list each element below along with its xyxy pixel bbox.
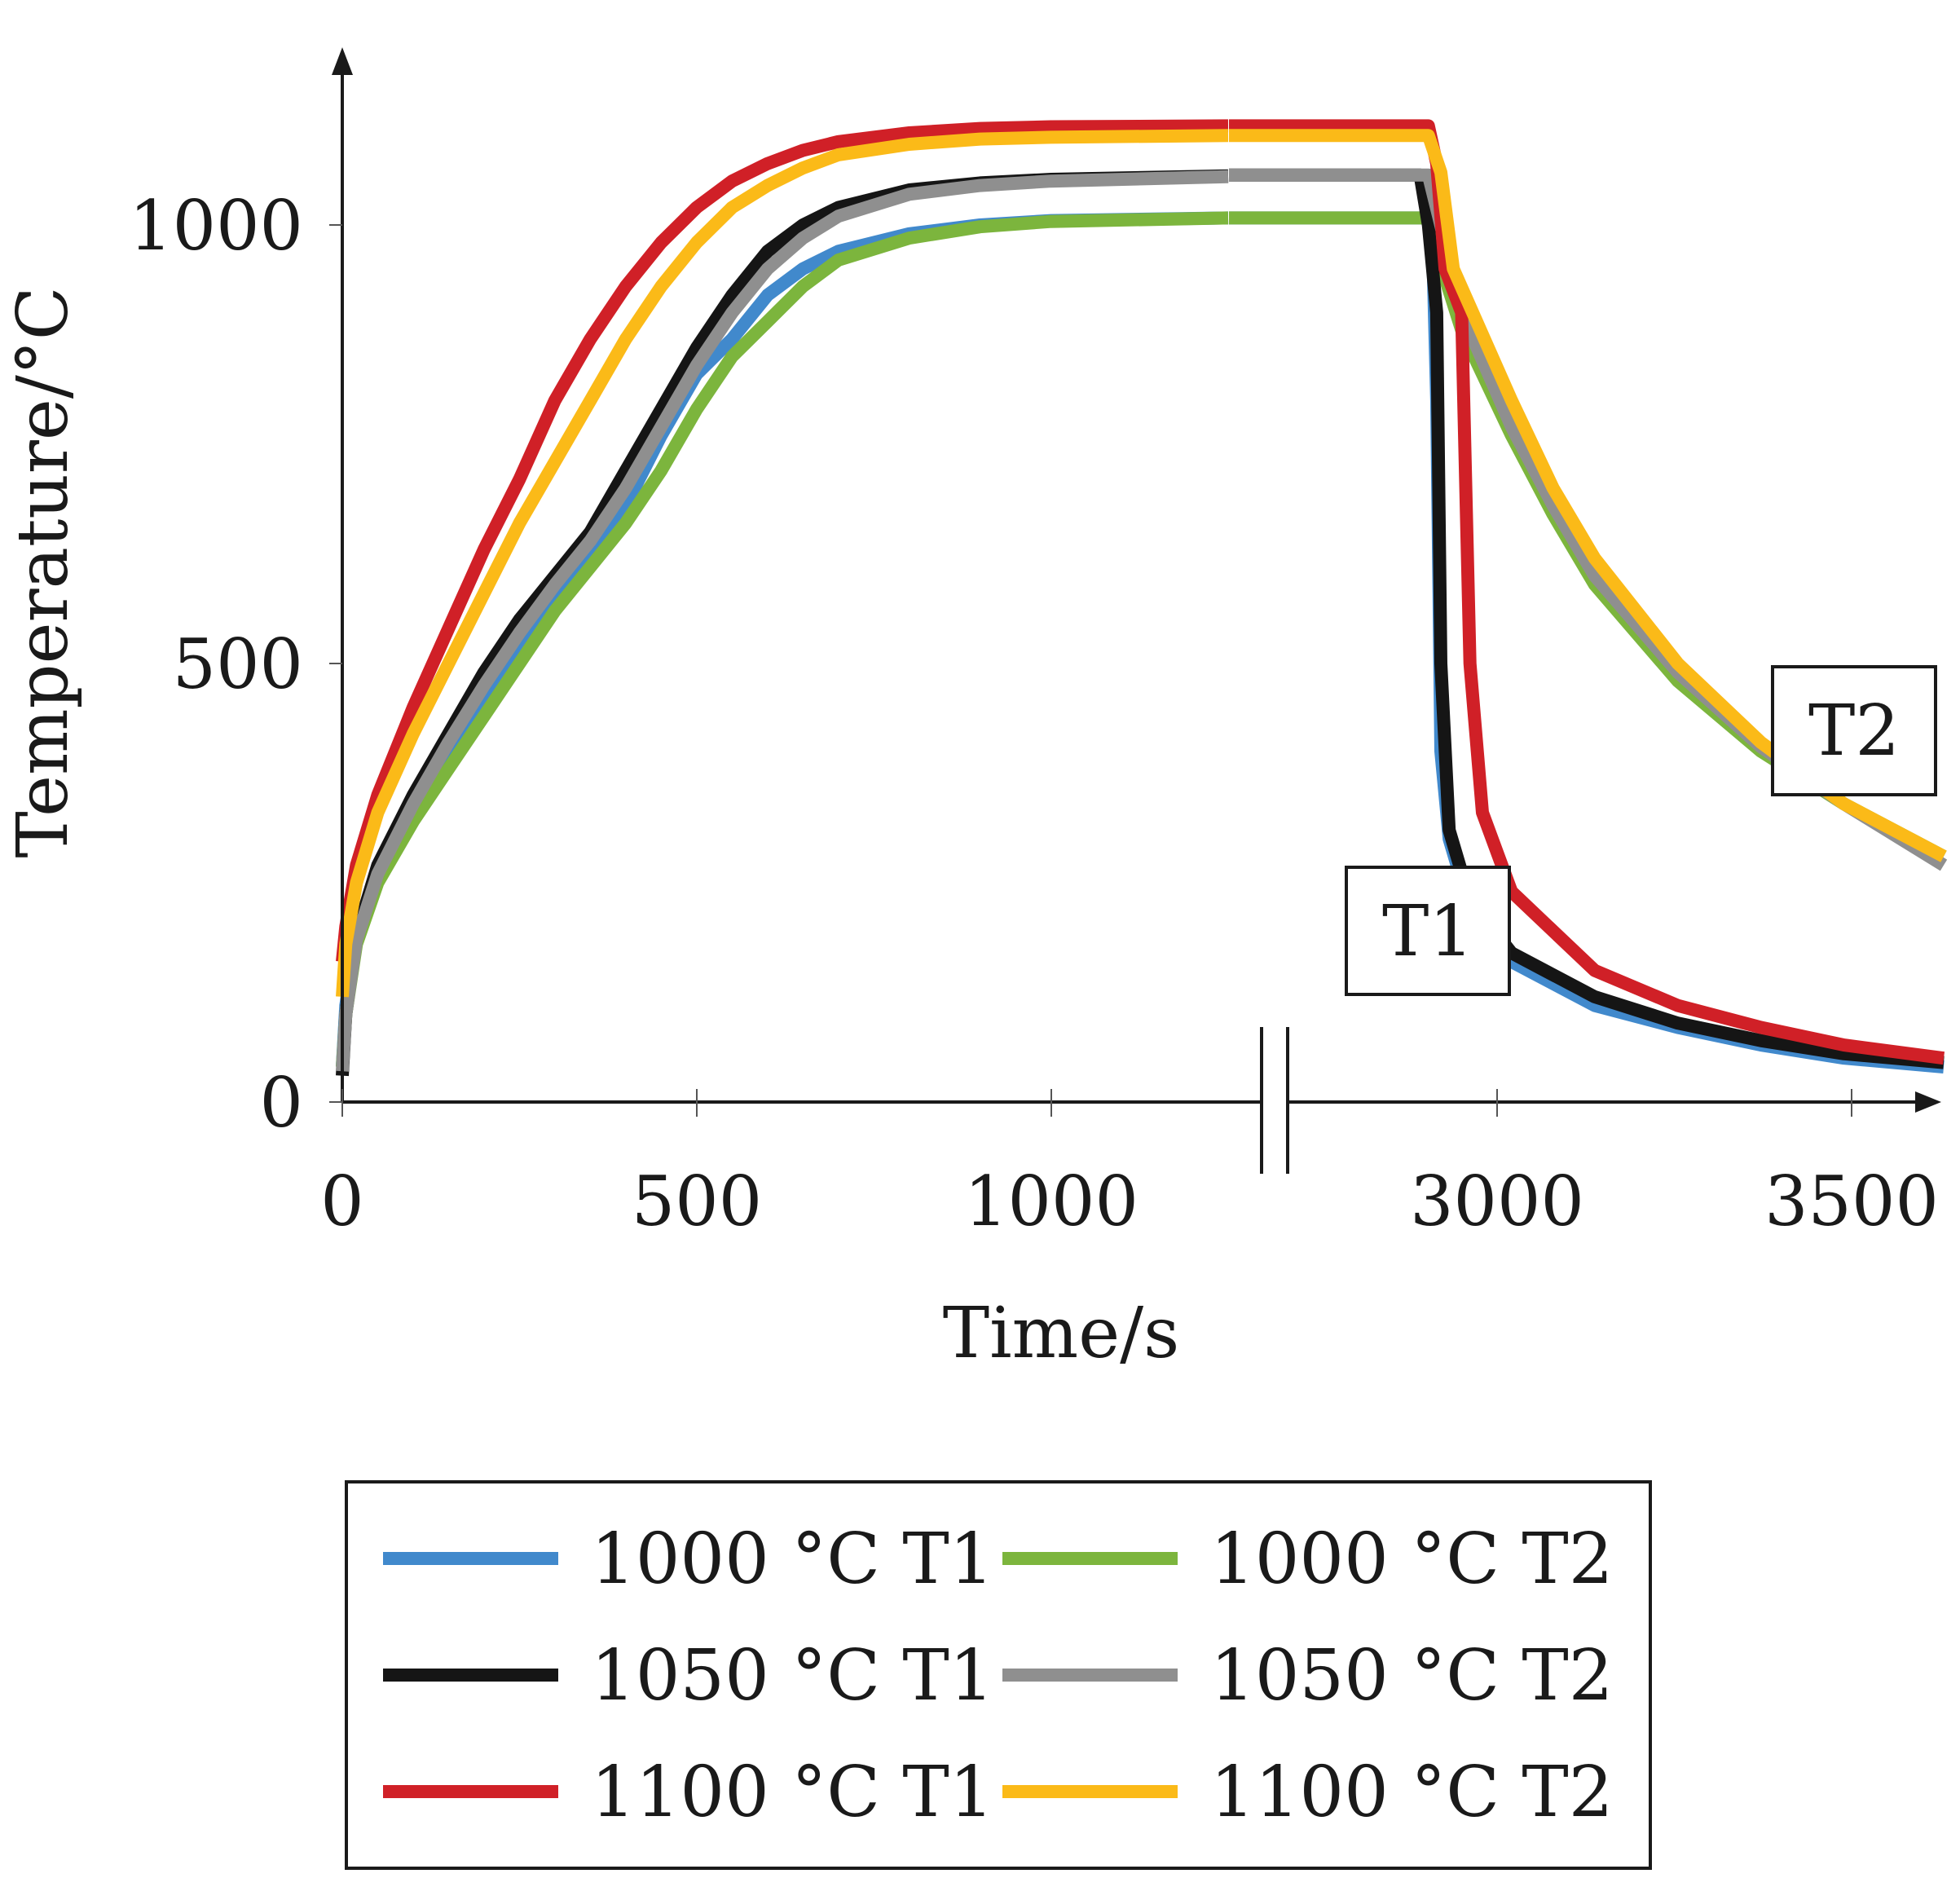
legend-label-2: 1050 °C T1	[591, 1635, 993, 1717]
series-line-3-segment-1	[336, 170, 1229, 1072]
annotation-t2: T2	[1808, 690, 1900, 772]
y-tick-label-0: 0	[260, 1063, 303, 1143]
legend-label-0: 1000 °C T1	[591, 1519, 993, 1600]
series-line-2-segment-2	[1229, 168, 1945, 1069]
y-axis-title: Temperature/°C	[2, 286, 84, 857]
legend-label-4: 1100 °C T1	[591, 1752, 993, 1833]
legend-box	[345, 1480, 1652, 1870]
x-axis-arrow	[1915, 1091, 1941, 1113]
y-axis-arrow	[332, 47, 353, 75]
legend-label-5: 1100 °C T2	[1210, 1752, 1613, 1833]
x-tick-label-1000: 1000	[964, 1162, 1139, 1241]
legend-label-3: 1050 °C T2	[1210, 1635, 1613, 1717]
series-line-5-segment-1	[336, 129, 1229, 998]
series-line-4-segment-1	[336, 119, 1229, 963]
annotation-t1-box	[1345, 866, 1511, 996]
axis-break-gap	[1262, 1084, 1288, 1120]
series-line-1-segment-1	[336, 211, 1229, 1068]
x-tick-label-3500: 3500	[1764, 1162, 1939, 1241]
annotation-layer: T1 T2	[1345, 665, 1937, 996]
x-tick-label-3000: 3000	[1410, 1162, 1584, 1241]
legend: 1000 °C T1 1050 °C T1 1100 °C T1 1000 °C T2…	[345, 1480, 1652, 1870]
y-tick-label-500: 500	[173, 624, 303, 704]
series-line-0-segment-1	[336, 211, 1229, 1068]
series-line-4-segment-2	[1229, 119, 1945, 1065]
x-axis-title: Time/s	[943, 1293, 1179, 1374]
series-line-0-segment-2	[1229, 211, 1945, 1073]
annotation-t2-box	[1771, 665, 1937, 796]
x-tick-label-500: 500	[632, 1162, 762, 1241]
x-tick-label-0: 0	[320, 1162, 363, 1241]
axis-layer: 0 500 1000 0 500 1000 3000 3500 Time/s T…	[2, 47, 1941, 1374]
y-tick-label-1000: 1000	[129, 186, 303, 266]
series-layer	[336, 119, 1948, 1077]
legend-label-1: 1000 °C T2	[1210, 1519, 1613, 1600]
annotation-t1: T1	[1382, 891, 1473, 972]
